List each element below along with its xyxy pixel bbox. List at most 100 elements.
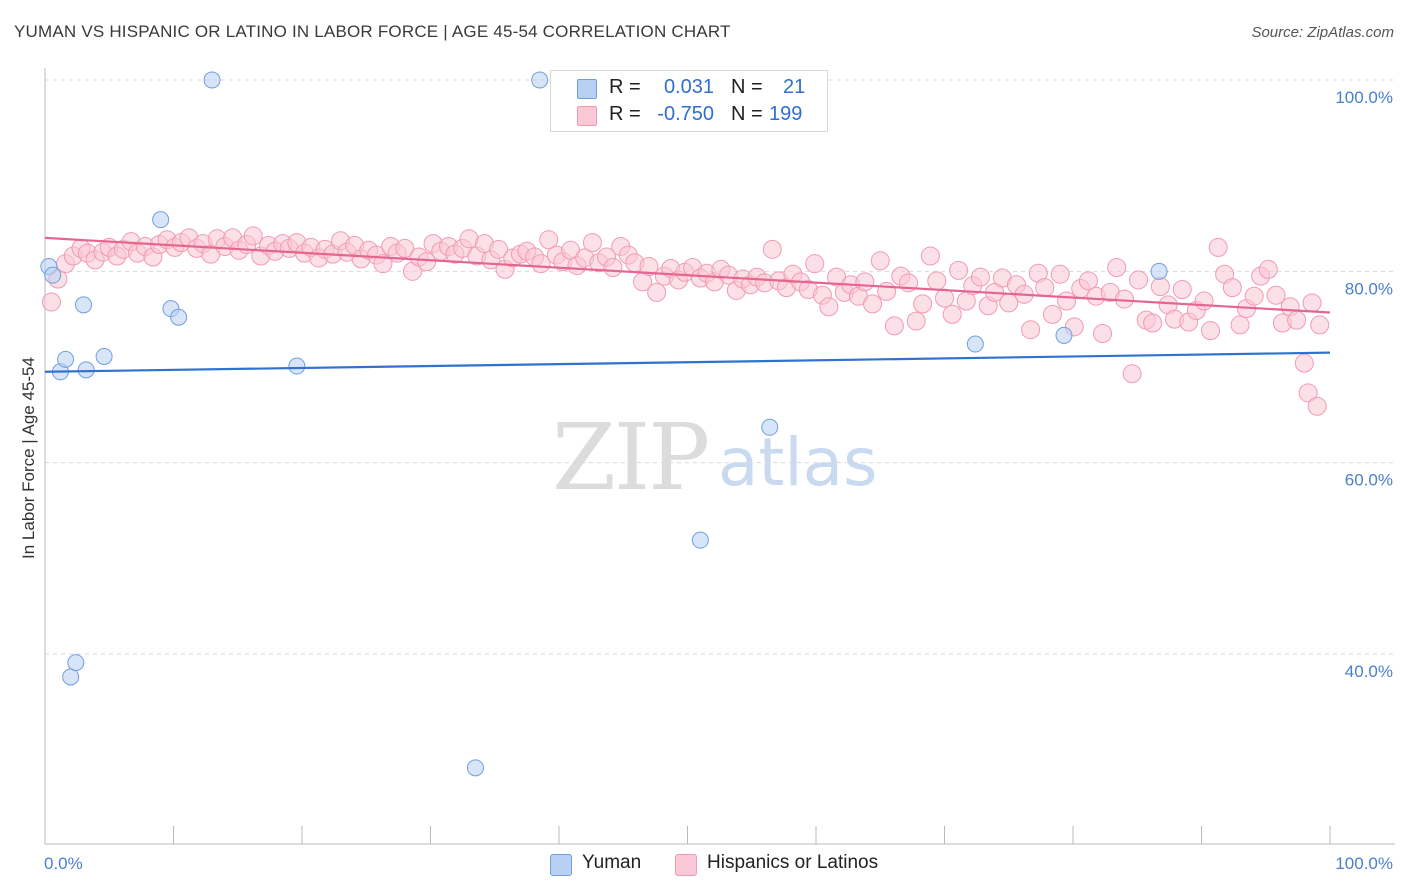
hispanic-point — [639, 257, 659, 277]
yuman-point — [170, 308, 188, 326]
r-value: 0.031 — [663, 76, 714, 98]
hispanic-point — [877, 281, 897, 301]
n-value: 21 — [783, 76, 806, 98]
hispanic-point — [935, 288, 954, 308]
hispanic-point — [373, 254, 393, 274]
r-label: R = — [609, 103, 641, 125]
y-tick-label: 40.0% — [1345, 662, 1393, 681]
data-points — [40, 71, 1330, 777]
hispanic-point — [870, 251, 890, 271]
trend-lines — [44, 236, 1331, 373]
hispanic-point — [942, 304, 962, 324]
hispanic-point — [243, 226, 263, 246]
hispanic-point — [489, 239, 509, 259]
hispanic-point — [1042, 304, 1062, 324]
yuman-point — [466, 759, 484, 777]
yuman-point — [67, 654, 85, 672]
yuman-point — [77, 361, 95, 379]
hispanic-point — [1050, 264, 1070, 284]
hispanic-point — [1294, 353, 1314, 373]
y-tick-label: 80.0% — [1345, 279, 1393, 298]
axes — [44, 68, 1395, 845]
hispanic-point — [819, 297, 839, 317]
gridlines — [45, 79, 1395, 655]
yuman-point — [761, 418, 779, 436]
yuman-point — [95, 347, 113, 365]
hispanic-point — [863, 294, 883, 314]
hispanic-point — [647, 282, 667, 302]
hispanic-legend-swatch — [675, 854, 697, 876]
r-value: -0.750 — [657, 103, 714, 125]
chart-title: YUMAN VS HISPANIC OR LATINO IN LABOR FOR… — [14, 22, 731, 41]
hispanic-trend-line — [44, 236, 1331, 314]
hispanic-point — [603, 258, 623, 278]
hispanic-point — [41, 292, 61, 312]
x-tick-label: 100.0% — [1335, 854, 1393, 873]
hispanic-point — [884, 316, 904, 336]
yuman-point — [966, 335, 984, 353]
hispanic-point — [855, 272, 875, 292]
x-tick-label: 0.0% — [44, 854, 83, 873]
hispanic-point — [1230, 315, 1250, 335]
yuman-point — [62, 668, 80, 686]
watermark-zip: ZIP — [552, 404, 710, 511]
hispanic-point — [1129, 270, 1149, 290]
yuman-point — [1055, 326, 1073, 344]
hispanic-point — [417, 252, 437, 272]
hispanic-point — [1222, 278, 1242, 298]
yuman-point — [152, 211, 170, 229]
legend-label: Yuman — [582, 852, 642, 873]
n-label: N = — [731, 103, 763, 125]
hispanic-point — [1208, 237, 1228, 257]
hispanic-point — [531, 254, 551, 274]
stats-row-yuman: R = 0.031 N = 21 — [551, 74, 827, 100]
hispanic-point — [1287, 310, 1307, 330]
tick-labels: 100.0% 80.0% 60.0% 40.0% 0.0% 100.0% — [44, 88, 1393, 873]
hispanic-point — [1302, 293, 1322, 313]
yuman-point — [691, 531, 709, 549]
hispanic-point — [539, 230, 559, 250]
hispanic-point — [906, 311, 926, 331]
hispanic-point — [1258, 259, 1278, 279]
hispanic-point — [1021, 320, 1041, 340]
hispanic-point — [913, 294, 933, 314]
hispanic-point — [1093, 324, 1113, 344]
hispanic-point — [1307, 396, 1327, 416]
yuman-point — [57, 350, 75, 368]
legend-label: Hispanics or Latinos — [707, 852, 879, 873]
hispanic-point — [1143, 313, 1163, 333]
hispanic-point — [805, 254, 825, 274]
hispanic-point — [1266, 285, 1286, 305]
y-axis-label: In Labor Force | Age 45-54 — [19, 357, 38, 559]
hispanic-point — [970, 267, 990, 287]
hispanic-point — [949, 260, 969, 280]
n-label: N = — [731, 76, 763, 98]
chart-source: Source: ZipAtlas.com — [1251, 24, 1394, 41]
hispanic-point — [762, 239, 782, 259]
yuman-legend-swatch — [550, 854, 572, 876]
n-value: 199 — [769, 103, 803, 125]
yuman-trend-line — [44, 351, 1331, 373]
hispanic-point — [1122, 364, 1142, 384]
yuman-point — [44, 266, 62, 284]
y-tick-label: 100.0% — [1335, 88, 1393, 107]
chart-legend: Yuman Hispanics or Latinos — [0, 851, 1406, 879]
r-label: R = — [609, 76, 641, 98]
yuman-point — [531, 71, 549, 89]
yuman-point — [203, 71, 221, 89]
stats-legend-box: R = 0.031 N = 21 R = -0.750 N = 199 — [550, 70, 828, 132]
hispanic-point — [1310, 315, 1330, 335]
hispanic-point — [1194, 291, 1214, 311]
hispanic-point — [1107, 258, 1127, 278]
yuman-point — [75, 296, 93, 314]
hispanic-point — [927, 271, 947, 291]
stats-row-hispanic: R = -0.750 N = 199 — [551, 101, 827, 127]
hispanic-point — [1244, 286, 1264, 306]
hispanic-point — [1200, 321, 1220, 341]
hispanic-point — [1035, 278, 1055, 298]
hispanic-point — [582, 233, 602, 253]
hispanic-point — [395, 238, 415, 258]
hispanic-point — [1172, 280, 1192, 300]
yuman-point — [288, 357, 306, 375]
